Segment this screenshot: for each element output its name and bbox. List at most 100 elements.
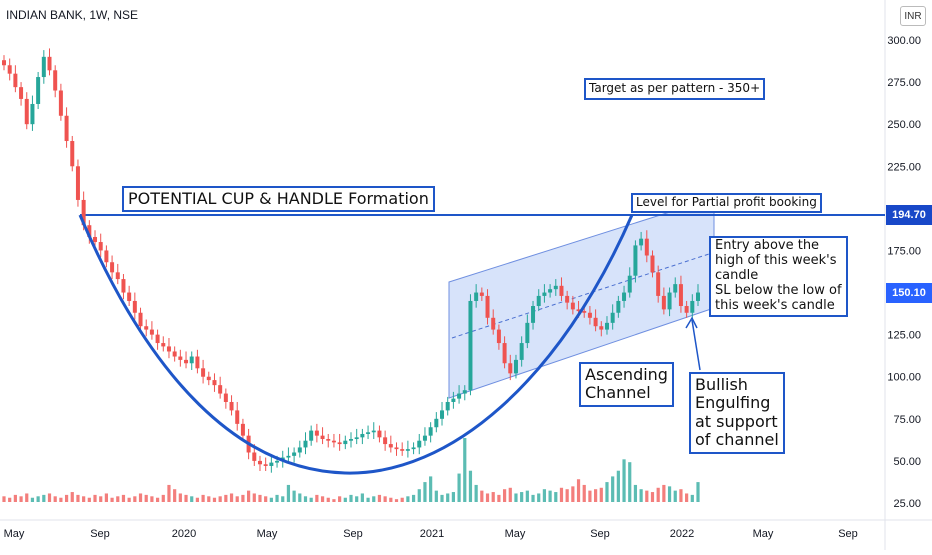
volume-bar [252,493,256,502]
candle-body [405,449,410,451]
volume-bar [468,470,473,502]
volume-bar [99,496,103,502]
volume-bar [571,486,575,502]
volume-bar [298,493,302,502]
candle-body [53,70,58,91]
volume-bar [440,494,444,502]
volume-bar [411,494,416,502]
volume-bar [178,493,182,502]
volume-bar [343,497,347,502]
candle-body [491,317,496,330]
candle-body [576,309,581,312]
candle-body [587,312,592,318]
candle-body [513,359,518,374]
volume-bar [121,494,126,502]
candle-body [445,401,450,411]
candle-body [81,199,86,226]
candle-body [622,292,627,301]
candle-body [172,351,177,357]
candle-body [149,329,154,335]
x-tick-label: 2021 [420,528,444,540]
volume-bar [235,496,239,502]
volume-bar [110,497,114,502]
candle-body [314,430,319,436]
volume-bar [406,496,410,502]
candle-body [303,440,308,448]
x-tick-label: May [257,528,278,540]
volume-bar [690,494,694,502]
volume-bar [611,476,615,502]
candle-body [593,317,598,327]
volume-bar [639,489,643,502]
volume-bar [485,493,490,502]
volume-bar [303,496,308,502]
engulfing-arrow [691,319,701,371]
candle-body [496,329,501,344]
volume-bar [502,489,507,502]
volume-bar [247,490,251,502]
volume-bar [281,496,285,502]
candle-body [320,435,325,440]
candle-body [349,439,353,441]
target-label: Target as per pattern - 350+ [584,78,766,100]
x-tick-label: May [4,528,25,540]
candle-body [440,410,445,419]
candle-body [400,449,405,451]
volume-bar [30,497,35,502]
candle-body [206,376,211,381]
volume-bar [423,482,427,502]
candle-body [479,292,484,296]
candle-body [326,439,331,441]
volume-bar [366,497,370,502]
y-tick-label: 25.00 [893,498,921,510]
volume-bar [87,497,91,502]
volume-bar [434,490,438,502]
candle-body [610,312,615,323]
volume-bar [525,490,529,502]
candle-body [582,311,587,313]
candle-body [354,437,359,440]
candle-body [371,430,376,433]
candle-body [132,300,137,313]
volume-bar [372,496,376,502]
candle-body [525,322,530,344]
volume-bar [241,494,245,502]
candle-body [696,292,700,301]
volume-bar [207,496,211,502]
y-tick-label: 100.00 [887,372,921,384]
volume-bar [116,496,120,502]
candle-body [252,452,257,461]
volume-bar [70,492,74,502]
x-tick-label: Sep [343,528,363,540]
x-tick-label: Sep [590,528,610,540]
volume-bar [218,496,222,502]
candle-body [115,272,120,280]
candle-body [64,115,69,142]
candle-body [417,440,422,448]
volume-bar [47,493,52,502]
candle-body [7,65,12,74]
volume-bar [588,490,592,502]
volume-bar [383,496,387,502]
partial-profit-label: Level for Partial profit booking [631,193,822,213]
candle-body [565,295,570,303]
candle-body [383,437,388,445]
currency-badge[interactable]: INR [900,6,926,26]
candle-body [627,275,632,293]
candle-body [656,272,661,296]
candle-body [468,300,473,391]
candle-body [121,279,126,293]
candle-body [485,295,490,318]
candle-body [366,432,371,434]
candle-body [189,356,194,364]
volume-bar [360,493,364,502]
volume-bar [224,494,228,502]
x-tick-label: 2022 [670,528,694,540]
volume-bar [417,489,421,502]
candle-body [360,433,365,438]
chart-title: INDIAN BANK, 1W, NSE [6,8,139,22]
engulfing-label: Bullish Engulfing at support of channel [689,372,785,454]
y-tick-label: 125.00 [887,330,921,342]
